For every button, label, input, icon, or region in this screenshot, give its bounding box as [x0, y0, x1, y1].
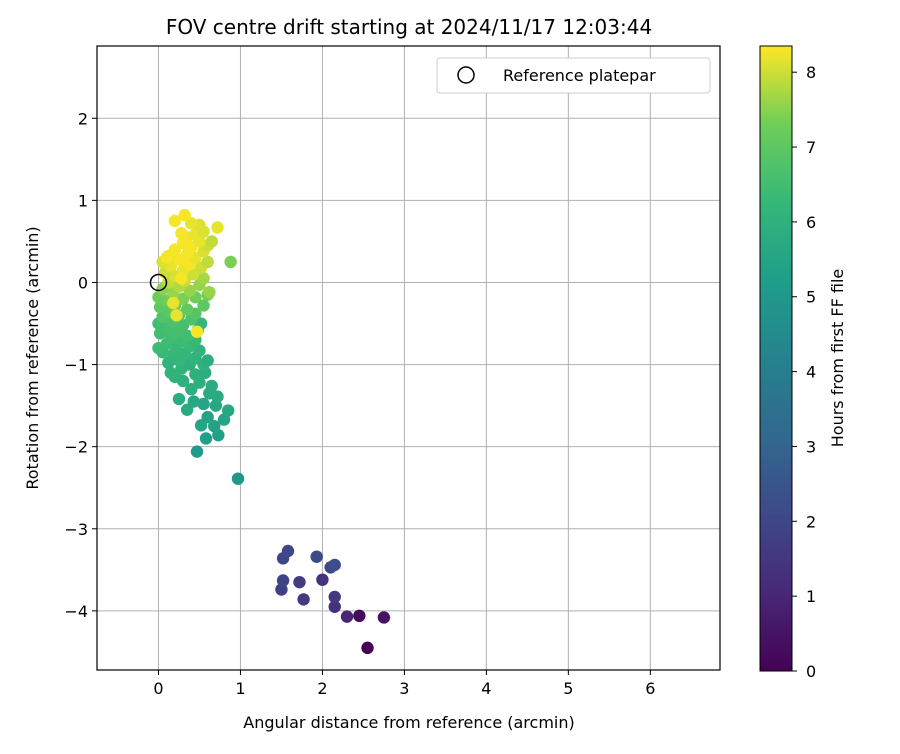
data-point	[316, 573, 329, 586]
data-point	[231, 472, 245, 485]
data-point	[361, 641, 374, 655]
data-point	[208, 419, 221, 433]
legend: Reference platepar	[436, 57, 711, 94]
data-point	[197, 397, 210, 411]
data-point	[175, 227, 188, 240]
colorbar-tick-label: 3	[806, 437, 816, 456]
data-point	[170, 309, 183, 322]
plot-frame	[96, 45, 721, 671]
data-point	[221, 404, 235, 417]
data-point	[189, 368, 202, 381]
colorbar-gradient	[759, 45, 793, 672]
x-tick-label: 5	[563, 679, 573, 698]
chart-title: FOV centre drift starting at 2024/11/17 …	[166, 15, 652, 39]
colorbar: 0 1 2 3 4 5 6 7 8 Hours from first FF file	[759, 45, 847, 681]
data-point	[190, 445, 204, 458]
colorbar-tick-label: 2	[806, 512, 816, 531]
data-point	[197, 299, 210, 312]
data-point	[190, 325, 204, 338]
data-point	[353, 609, 366, 623]
reference-marker	[149, 273, 168, 292]
y-axis-label: Rotation from reference (arcmin)	[23, 226, 42, 489]
x-tick-label: 4	[481, 679, 491, 698]
data-point	[340, 610, 354, 623]
legend-marker-icon	[457, 66, 475, 84]
data-point	[328, 558, 341, 572]
data-point	[175, 272, 188, 285]
colorbar-tick-label: 1	[806, 587, 816, 606]
y-tick-label: 1	[78, 191, 88, 210]
data-point	[199, 432, 213, 445]
colorbar-ticks: 0 1 2 3 4 5 6 7 8	[792, 63, 816, 681]
colorbar-tick-label: 5	[806, 288, 816, 307]
data-point	[183, 284, 196, 297]
data-point	[205, 235, 218, 248]
x-axis-label: Angular distance from reference (arcmin)	[243, 713, 574, 732]
data-point	[164, 366, 177, 379]
data-point	[168, 214, 182, 228]
y-tick-label: −1	[64, 356, 88, 375]
data-point	[328, 600, 341, 613]
data-point	[167, 296, 180, 310]
colorbar-tick-label: 0	[806, 662, 816, 681]
legend-entry-reference: Reference platepar	[503, 66, 656, 85]
data-point	[160, 251, 173, 265]
y-tick-label: 2	[78, 109, 88, 128]
y-axis-ticks: −4 −3 −2 −1 0 1 2	[64, 109, 97, 621]
x-tick-label: 1	[235, 679, 245, 698]
colorbar-tick-label: 7	[806, 138, 816, 157]
x-tick-label: 3	[399, 679, 409, 698]
x-tick-label: 0	[153, 679, 163, 698]
data-point	[172, 392, 186, 406]
colorbar-tick-label: 8	[806, 63, 816, 82]
data-point	[293, 575, 306, 589]
data-point	[281, 544, 295, 558]
x-tick-label: 2	[317, 679, 327, 698]
data-point	[201, 410, 214, 424]
data-point	[201, 354, 214, 367]
data-point	[211, 221, 224, 234]
colorbar-tick-label: 6	[806, 213, 816, 232]
data-point	[203, 286, 216, 299]
data-point	[297, 593, 310, 606]
colorbar-label: Hours from first FF file	[828, 269, 847, 448]
data-point	[197, 272, 210, 285]
data-point	[328, 590, 341, 604]
data-point	[178, 208, 191, 222]
y-tick-label: −4	[64, 602, 88, 621]
y-tick-label: −2	[64, 438, 88, 457]
data-points	[152, 208, 391, 655]
y-tick-label: −3	[64, 520, 88, 539]
data-point	[201, 255, 214, 269]
data-point	[193, 344, 206, 357]
data-point	[377, 611, 391, 624]
data-point	[180, 329, 194, 343]
data-point	[224, 255, 237, 269]
data-point	[180, 303, 194, 316]
data-point	[187, 395, 200, 408]
data-point	[310, 550, 323, 563]
data-point	[276, 574, 290, 587]
y-tick-label: 0	[78, 273, 88, 292]
legend-box	[436, 57, 711, 94]
x-tick-label: 6	[645, 679, 655, 698]
data-point	[205, 379, 218, 393]
colorbar-tick-label: 4	[806, 363, 816, 382]
x-axis-ticks: 0 1 2 3 4 5 6	[153, 670, 655, 698]
